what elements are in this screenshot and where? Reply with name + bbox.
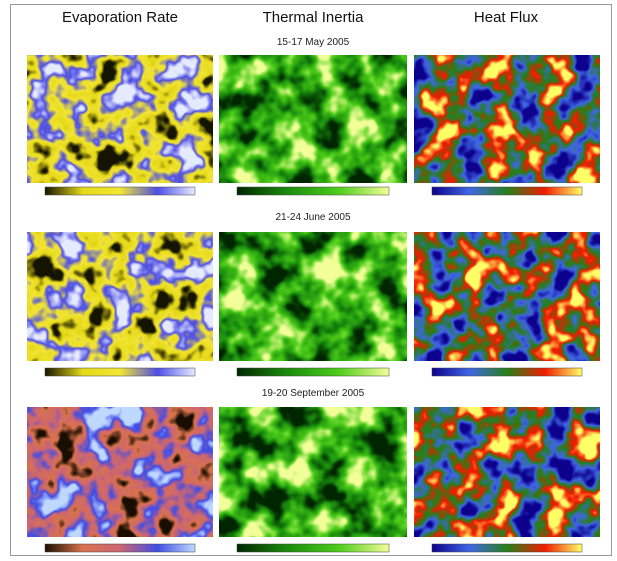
column-header: Thermal Inertia [263, 9, 365, 26]
map-image [219, 55, 407, 183]
map-image [27, 232, 213, 361]
colorbar [432, 544, 582, 552]
row-date: 21-24 June 2005 [275, 212, 351, 223]
colorbar [45, 368, 195, 376]
colorbar [432, 368, 582, 376]
colorbar [45, 544, 195, 552]
colorbar [237, 368, 389, 376]
column-header: Evaporation Rate [62, 9, 178, 26]
colorbar [45, 187, 195, 195]
row-date: 19-20 September 2005 [262, 388, 365, 399]
map-image [219, 407, 407, 537]
row-date: 15-17 May 2005 [277, 37, 350, 48]
column-header: Heat Flux [474, 9, 539, 26]
map-image [414, 55, 600, 183]
map-image [414, 407, 600, 537]
colorbar [237, 187, 389, 195]
map-image [27, 407, 213, 537]
map-image [219, 232, 407, 361]
colorbar [237, 544, 389, 552]
map-image [27, 55, 213, 183]
map-image [414, 232, 600, 361]
colorbar [432, 187, 582, 195]
maps [27, 55, 600, 552]
figure: Evaporation Rate Thermal Inertia Heat Fl… [0, 0, 617, 561]
